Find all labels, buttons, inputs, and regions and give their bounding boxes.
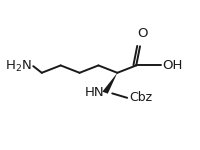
Text: H$_2$N: H$_2$N [5, 59, 32, 74]
Text: O: O [137, 27, 148, 40]
Text: HN: HN [84, 86, 104, 99]
Text: OH: OH [162, 59, 182, 72]
Text: Cbz: Cbz [130, 91, 153, 104]
Polygon shape [102, 73, 117, 94]
